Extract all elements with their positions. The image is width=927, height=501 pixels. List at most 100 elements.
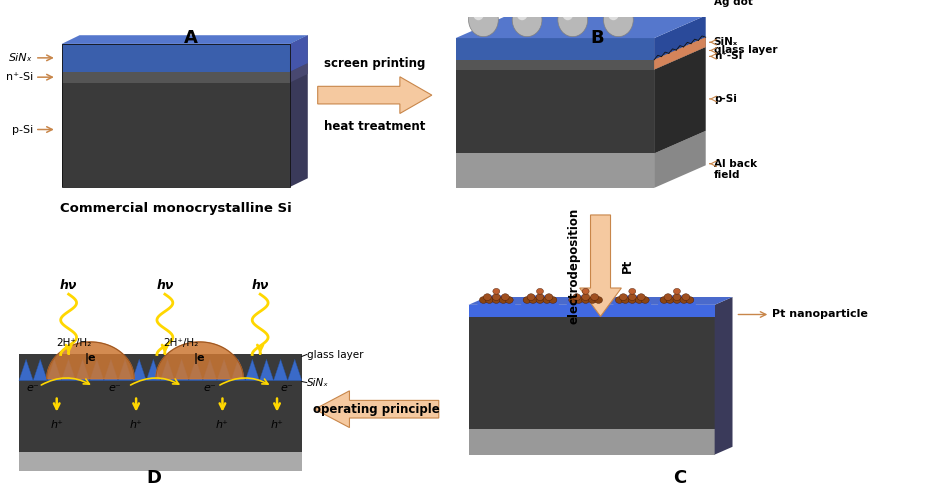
- Text: h⁺: h⁺: [216, 420, 229, 430]
- Ellipse shape: [594, 297, 602, 304]
- Polygon shape: [468, 429, 714, 454]
- Text: Al back: Al back: [713, 159, 756, 169]
- Text: hν: hν: [60, 279, 77, 292]
- Polygon shape: [174, 359, 188, 381]
- Polygon shape: [654, 16, 705, 60]
- Ellipse shape: [607, 8, 618, 20]
- Text: e⁻: e⁻: [108, 383, 121, 393]
- Ellipse shape: [637, 294, 644, 301]
- Ellipse shape: [588, 297, 596, 304]
- Ellipse shape: [618, 294, 627, 301]
- Polygon shape: [90, 359, 104, 381]
- Polygon shape: [289, 63, 308, 83]
- Text: hν: hν: [156, 279, 173, 292]
- Text: h⁺: h⁺: [130, 420, 143, 430]
- Polygon shape: [19, 354, 301, 452]
- Ellipse shape: [485, 297, 493, 304]
- Polygon shape: [273, 359, 287, 381]
- Ellipse shape: [527, 294, 535, 301]
- Text: 2H⁺/H₂: 2H⁺/H₂: [163, 338, 198, 348]
- Ellipse shape: [512, 3, 541, 37]
- Ellipse shape: [679, 297, 687, 304]
- Ellipse shape: [574, 297, 582, 304]
- Ellipse shape: [528, 297, 537, 304]
- Polygon shape: [654, 47, 705, 153]
- Text: B: B: [590, 30, 603, 48]
- Text: e⁻: e⁻: [203, 383, 216, 393]
- Ellipse shape: [603, 3, 632, 37]
- Ellipse shape: [581, 297, 589, 304]
- Text: Pt nanoparticle: Pt nanoparticle: [771, 310, 867, 320]
- Text: n⁺-Si: n⁺-Si: [6, 72, 32, 82]
- Ellipse shape: [473, 8, 483, 20]
- Polygon shape: [19, 452, 301, 471]
- Ellipse shape: [628, 294, 636, 301]
- Text: Commercial monocrystalline Si: Commercial monocrystalline Si: [60, 202, 291, 215]
- Polygon shape: [118, 359, 132, 381]
- Ellipse shape: [536, 294, 543, 301]
- Ellipse shape: [673, 289, 679, 294]
- Ellipse shape: [653, 0, 679, 17]
- Polygon shape: [260, 359, 273, 381]
- Ellipse shape: [628, 297, 636, 304]
- Text: screen printing: screen printing: [324, 57, 425, 70]
- Polygon shape: [61, 72, 289, 83]
- Text: 2H⁺/H₂: 2H⁺/H₂: [56, 338, 91, 348]
- Ellipse shape: [516, 8, 527, 20]
- Polygon shape: [654, 37, 705, 70]
- Ellipse shape: [615, 297, 623, 304]
- Ellipse shape: [562, 8, 573, 20]
- Ellipse shape: [568, 297, 576, 304]
- Ellipse shape: [492, 289, 500, 294]
- Polygon shape: [61, 44, 289, 72]
- Ellipse shape: [581, 289, 589, 294]
- Ellipse shape: [483, 294, 490, 301]
- Ellipse shape: [544, 294, 552, 301]
- Ellipse shape: [549, 297, 556, 304]
- Polygon shape: [287, 359, 301, 381]
- Text: glass layer: glass layer: [713, 46, 776, 56]
- Text: p-Si: p-Si: [713, 94, 736, 104]
- Text: e⁻: e⁻: [280, 383, 293, 393]
- Ellipse shape: [672, 297, 680, 304]
- Polygon shape: [104, 359, 118, 381]
- Polygon shape: [455, 153, 654, 188]
- Text: SiNₓ: SiNₓ: [9, 53, 32, 63]
- Polygon shape: [455, 60, 654, 70]
- Polygon shape: [19, 354, 301, 381]
- Text: glass layer: glass layer: [307, 350, 362, 360]
- Polygon shape: [231, 359, 245, 381]
- Polygon shape: [455, 16, 705, 38]
- Text: n⁺-Si: n⁺-Si: [713, 51, 741, 61]
- Polygon shape: [132, 359, 146, 381]
- Polygon shape: [19, 359, 33, 381]
- Text: hν: hν: [251, 279, 269, 292]
- Text: p-Si: p-Si: [12, 125, 32, 134]
- Ellipse shape: [468, 3, 498, 37]
- Ellipse shape: [557, 3, 587, 37]
- Ellipse shape: [629, 289, 635, 294]
- Ellipse shape: [621, 297, 629, 304]
- Ellipse shape: [523, 297, 530, 304]
- Ellipse shape: [581, 294, 589, 301]
- Polygon shape: [654, 37, 705, 70]
- Polygon shape: [289, 35, 308, 187]
- Polygon shape: [714, 297, 731, 454]
- Polygon shape: [654, 131, 705, 188]
- Ellipse shape: [536, 297, 543, 304]
- Polygon shape: [33, 359, 47, 381]
- Ellipse shape: [659, 297, 667, 304]
- Ellipse shape: [521, 295, 558, 315]
- Polygon shape: [156, 342, 243, 379]
- Polygon shape: [455, 70, 654, 153]
- Polygon shape: [75, 359, 90, 381]
- Polygon shape: [188, 359, 203, 381]
- Ellipse shape: [536, 289, 543, 294]
- Text: |e: |e: [84, 353, 96, 364]
- Polygon shape: [61, 359, 75, 381]
- Text: A: A: [184, 30, 197, 48]
- Ellipse shape: [641, 297, 649, 304]
- Polygon shape: [579, 215, 621, 317]
- Ellipse shape: [681, 294, 689, 301]
- Ellipse shape: [590, 294, 598, 301]
